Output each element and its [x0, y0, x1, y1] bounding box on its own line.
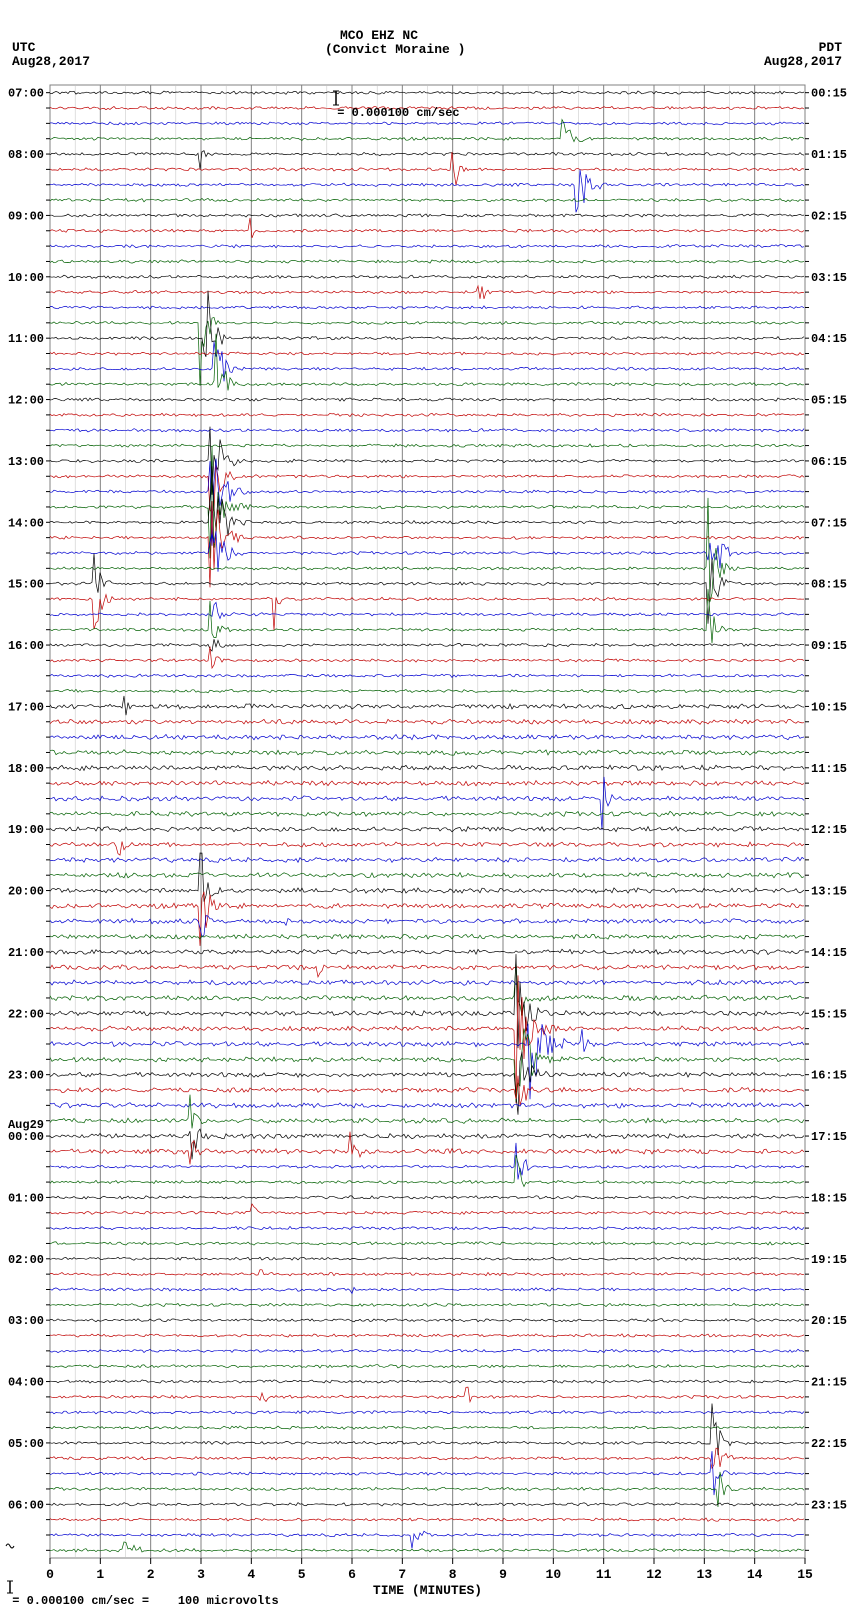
- svg-text:15:15: 15:15: [811, 1007, 847, 1021]
- svg-text:9: 9: [499, 1567, 507, 1582]
- svg-text:20:15: 20:15: [811, 1314, 847, 1328]
- svg-text:17:15: 17:15: [811, 1130, 847, 1144]
- svg-text:10: 10: [546, 1567, 562, 1582]
- svg-text:TIME (MINUTES): TIME (MINUTES): [373, 1583, 482, 1598]
- svg-text:07:15: 07:15: [811, 516, 847, 530]
- svg-text:05:00: 05:00: [8, 1437, 44, 1451]
- svg-text:00:00: 00:00: [8, 1130, 44, 1144]
- svg-text:14:15: 14:15: [811, 946, 847, 960]
- svg-text:18:00: 18:00: [8, 762, 44, 776]
- svg-text:11: 11: [596, 1567, 612, 1582]
- svg-text:08:15: 08:15: [811, 578, 847, 592]
- svg-text:23:15: 23:15: [811, 1498, 847, 1512]
- svg-text:23:00: 23:00: [8, 1069, 44, 1083]
- svg-text:22:00: 22:00: [8, 1007, 44, 1021]
- svg-text:01:00: 01:00: [8, 1191, 44, 1205]
- left-date: Aug28,2017: [12, 54, 90, 69]
- svg-text:05:15: 05:15: [811, 394, 847, 408]
- right-date: Aug28,2017: [764, 54, 842, 69]
- svg-text:13: 13: [697, 1567, 713, 1582]
- svg-text:13:15: 13:15: [811, 885, 847, 899]
- station-location: (Convict Moraine ): [325, 42, 465, 57]
- svg-text:15:00: 15:00: [8, 578, 44, 592]
- helicorder-plot: 0123456789101112131415TIME (MINUTES)07:0…: [0, 0, 850, 1613]
- svg-text:06:00: 06:00: [8, 1498, 44, 1512]
- svg-text:02:00: 02:00: [8, 1253, 44, 1267]
- svg-text:16:15: 16:15: [811, 1069, 847, 1083]
- svg-text:5: 5: [298, 1567, 306, 1582]
- svg-text:14:00: 14:00: [8, 516, 44, 530]
- svg-text:20:00: 20:00: [8, 885, 44, 899]
- svg-text:22:15: 22:15: [811, 1437, 847, 1451]
- scale-bar-label: = 0.000100 cm/sec: [330, 62, 460, 120]
- svg-text:04:00: 04:00: [8, 1376, 44, 1390]
- svg-text:8: 8: [449, 1567, 457, 1582]
- svg-text:00:15: 00:15: [811, 87, 847, 101]
- svg-text:03:15: 03:15: [811, 271, 847, 285]
- svg-text:18:15: 18:15: [811, 1191, 847, 1205]
- right-timezone: PDT: [819, 40, 842, 55]
- svg-text:09:15: 09:15: [811, 639, 847, 653]
- svg-text:21:15: 21:15: [811, 1376, 847, 1390]
- svg-text:11:15: 11:15: [811, 762, 847, 776]
- svg-text:19:00: 19:00: [8, 823, 44, 837]
- svg-text:09:00: 09:00: [8, 209, 44, 223]
- svg-text:13:00: 13:00: [8, 455, 44, 469]
- svg-text:6: 6: [348, 1567, 356, 1582]
- svg-text:21:00: 21:00: [8, 946, 44, 960]
- svg-text:14: 14: [747, 1567, 763, 1582]
- svg-text:12:00: 12:00: [8, 394, 44, 408]
- svg-text:12: 12: [646, 1567, 662, 1582]
- left-timezone: UTC: [12, 40, 35, 55]
- svg-text:01:15: 01:15: [811, 148, 847, 162]
- svg-text:03:00: 03:00: [8, 1314, 44, 1328]
- svg-text:10:15: 10:15: [811, 700, 847, 714]
- svg-text:07:00: 07:00: [8, 87, 44, 101]
- station-id: MCO EHZ NC: [340, 28, 418, 43]
- svg-text:08:00: 08:00: [8, 148, 44, 162]
- svg-text:02:15: 02:15: [811, 209, 847, 223]
- svg-text:16:00: 16:00: [8, 639, 44, 653]
- svg-text:15: 15: [797, 1567, 813, 1582]
- svg-text:7: 7: [398, 1567, 406, 1582]
- svg-text:04:15: 04:15: [811, 332, 847, 346]
- svg-text:17:00: 17:00: [8, 700, 44, 714]
- svg-text:06:15: 06:15: [811, 455, 847, 469]
- svg-text:19:15: 19:15: [811, 1253, 847, 1267]
- svg-text:10:00: 10:00: [8, 271, 44, 285]
- svg-text:11:00: 11:00: [8, 332, 44, 346]
- footer-scale: = 0.000100 cm/sec = 100 microvolts: [5, 1512, 279, 1608]
- svg-text:12:15: 12:15: [811, 823, 847, 837]
